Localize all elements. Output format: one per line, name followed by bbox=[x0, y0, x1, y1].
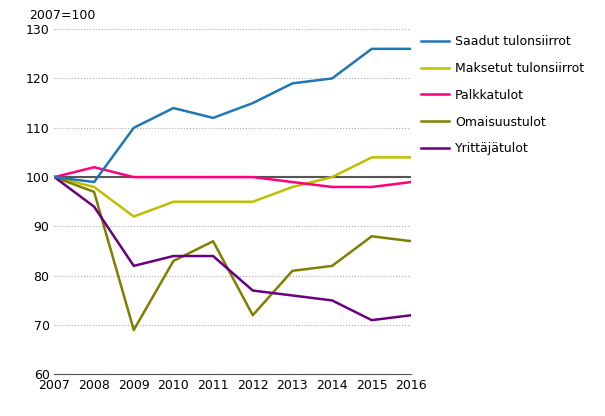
Yrittäjätulot bbox=[408, 313, 415, 318]
Palkkatulot bbox=[249, 175, 257, 180]
Palkkatulot bbox=[209, 175, 217, 180]
Palkkatulot bbox=[289, 180, 296, 185]
Omaisuustulot bbox=[91, 189, 98, 194]
Omaisuustulot bbox=[170, 258, 177, 263]
Saadut tulonsiirrot bbox=[329, 76, 336, 81]
Maksetut tulonsiirrot bbox=[130, 214, 137, 219]
Maksetut tulonsiirrot bbox=[408, 155, 415, 160]
Yrittäjätulot bbox=[209, 253, 217, 258]
Maksetut tulonsiirrot bbox=[170, 199, 177, 204]
Saadut tulonsiirrot bbox=[170, 106, 177, 111]
Saadut tulonsiirrot bbox=[209, 115, 217, 120]
Omaisuustulot bbox=[51, 175, 58, 180]
Saadut tulonsiirrot bbox=[408, 46, 415, 51]
Omaisuustulot bbox=[329, 263, 336, 268]
Line: Omaisuustulot: Omaisuustulot bbox=[54, 177, 411, 330]
Palkkatulot bbox=[329, 184, 336, 189]
Omaisuustulot bbox=[368, 234, 375, 239]
Line: Palkkatulot: Palkkatulot bbox=[54, 167, 411, 187]
Omaisuustulot bbox=[289, 268, 296, 273]
Saadut tulonsiirrot bbox=[130, 125, 137, 130]
Omaisuustulot bbox=[249, 313, 257, 318]
Palkkatulot bbox=[170, 175, 177, 180]
Maksetut tulonsiirrot bbox=[249, 199, 257, 204]
Yrittäjätulot bbox=[91, 204, 98, 209]
Palkkatulot bbox=[51, 175, 58, 180]
Palkkatulot bbox=[408, 180, 415, 185]
Yrittäjätulot bbox=[51, 175, 58, 180]
Omaisuustulot bbox=[408, 239, 415, 244]
Saadut tulonsiirrot bbox=[249, 101, 257, 106]
Maksetut tulonsiirrot bbox=[51, 175, 58, 180]
Text: 2007=100: 2007=100 bbox=[30, 9, 96, 22]
Line: Yrittäjätulot: Yrittäjätulot bbox=[54, 177, 411, 320]
Yrittäjätulot bbox=[249, 288, 257, 293]
Legend: Saadut tulonsiirrot, Maksetut tulonsiirrot, Palkkatulot, Omaisuustulot, Yrittäjä: Saadut tulonsiirrot, Maksetut tulonsiirr… bbox=[421, 35, 584, 155]
Saadut tulonsiirrot bbox=[91, 180, 98, 185]
Palkkatulot bbox=[368, 184, 375, 189]
Yrittäjätulot bbox=[329, 298, 336, 303]
Maksetut tulonsiirrot bbox=[368, 155, 375, 160]
Line: Saadut tulonsiirrot: Saadut tulonsiirrot bbox=[54, 49, 411, 182]
Palkkatulot bbox=[91, 165, 98, 170]
Omaisuustulot bbox=[130, 327, 137, 332]
Saadut tulonsiirrot bbox=[289, 81, 296, 86]
Yrittäjätulot bbox=[368, 318, 375, 323]
Maksetut tulonsiirrot bbox=[329, 175, 336, 180]
Omaisuustulot bbox=[209, 239, 217, 244]
Line: Maksetut tulonsiirrot: Maksetut tulonsiirrot bbox=[54, 157, 411, 217]
Yrittäjätulot bbox=[289, 293, 296, 298]
Maksetut tulonsiirrot bbox=[91, 184, 98, 189]
Saadut tulonsiirrot bbox=[368, 46, 375, 51]
Maksetut tulonsiirrot bbox=[209, 199, 217, 204]
Yrittäjätulot bbox=[130, 263, 137, 268]
Palkkatulot bbox=[130, 175, 137, 180]
Yrittäjätulot bbox=[170, 253, 177, 258]
Maksetut tulonsiirrot bbox=[289, 184, 296, 189]
Saadut tulonsiirrot bbox=[51, 175, 58, 180]
